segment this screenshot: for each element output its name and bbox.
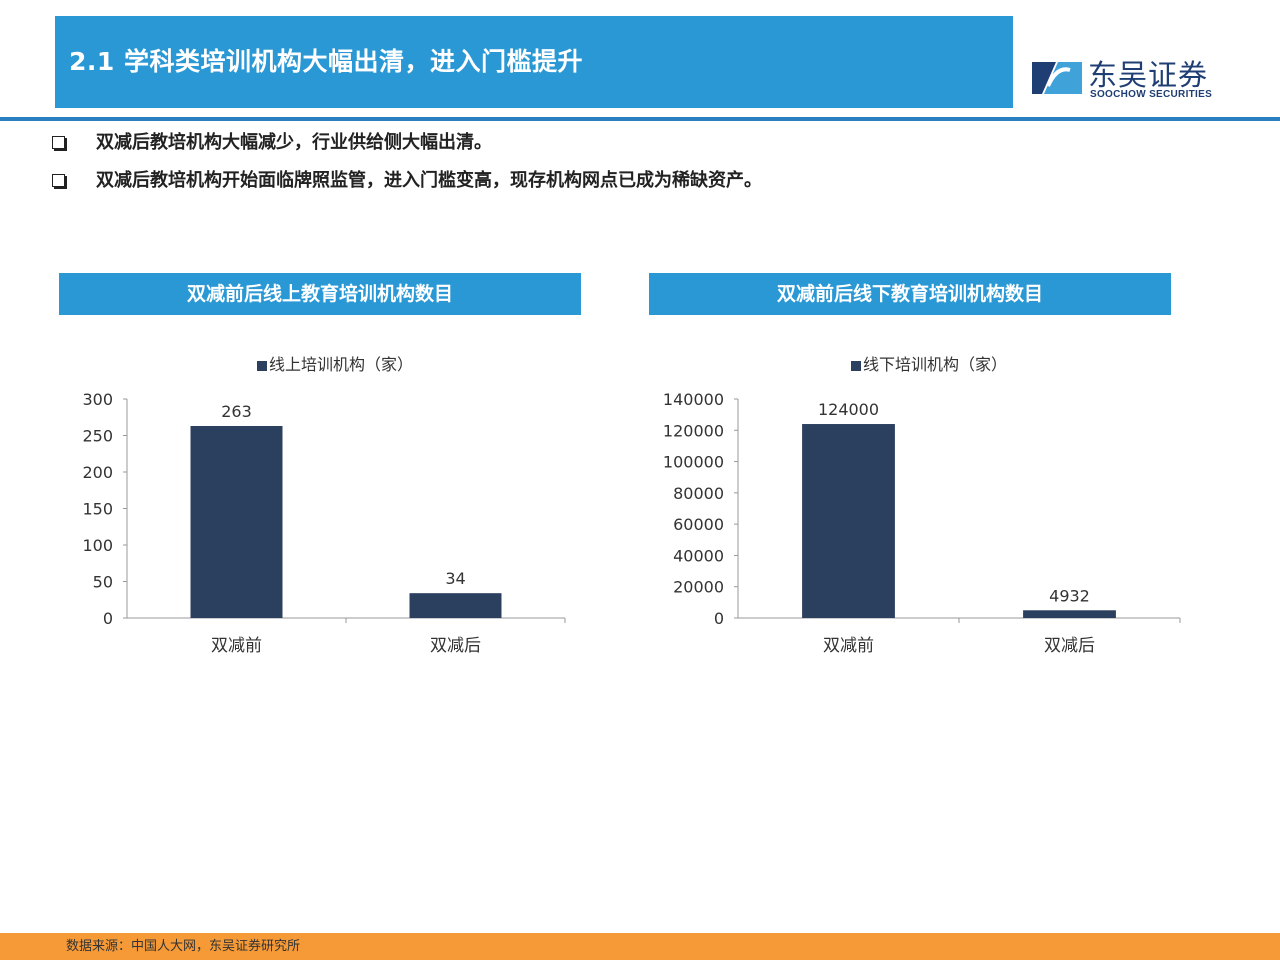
source-note: 数据来源：中国人大网，东吴证券研究所 — [66, 939, 301, 954]
category-label: 双减前 — [823, 636, 874, 656]
page-title: 2.1 学科类培训机构大幅出清，进入门槛提升 — [69, 47, 583, 76]
y-tick-label: 80000 — [673, 484, 724, 503]
legend-label: 线上培训机构（家） — [269, 355, 413, 374]
y-tick-label: 150 — [82, 500, 113, 519]
legend-label: 线下培训机构（家） — [863, 355, 1007, 374]
category-label: 双减后 — [430, 636, 481, 656]
y-tick-label: 140000 — [663, 390, 724, 409]
bullet-text: 双减后教培机构开始面临牌照监管，进入门槛变高，现存机构网点已成为稀缺资产。 — [96, 170, 762, 191]
y-tick-label: 200 — [82, 463, 113, 482]
y-tick-label: 20000 — [673, 578, 724, 597]
bullet-text: 双减后教培机构大幅减少，行业供给侧大幅出清。 — [96, 132, 492, 153]
bar-1 — [409, 593, 502, 618]
y-tick-label: 100 — [82, 536, 113, 555]
bar-0 — [802, 424, 895, 618]
bar-0 — [190, 426, 283, 618]
online-institutions-chart: 线上培训机构（家） 0 50 100 150 200 250 300 263 双减前 34 双减后 — [82, 355, 566, 656]
y-tick-label: 120000 — [663, 421, 724, 440]
y-tick-label: 40000 — [673, 546, 724, 565]
title-bar: 2.1 学科类培训机构大幅出清，进入门槛提升 — [55, 16, 1013, 108]
y-tick-label: 0 — [103, 609, 113, 628]
offline-institutions-chart: 线下培训机构（家） 0 20000 40000 60000 80000 100000 1200… — [663, 355, 1181, 656]
soochow-logo-icon — [1032, 62, 1082, 94]
checkbox-bullet-icon — [52, 136, 65, 149]
left-panel-header: 双减前后线上教育培训机构数目 — [59, 273, 581, 315]
logo-chinese-name: 东吴证券 — [1088, 58, 1209, 92]
category-label: 双减后 — [1044, 636, 1095, 656]
footer-bar: 数据来源：中国人大网，东吴证券研究所 — [0, 933, 1280, 960]
right-panel-header: 双减前后线下教育培训机构数目 — [649, 273, 1171, 315]
y-tick-label: 60000 — [673, 515, 724, 534]
y-tick-label: 250 — [82, 427, 113, 446]
data-label: 263 — [221, 402, 252, 421]
legend-swatch — [851, 361, 861, 371]
data-label: 4932 — [1049, 586, 1090, 605]
company-logo: 东吴证券 SOOCHOW SECURITIES — [1030, 52, 1230, 104]
y-tick-label: 50 — [93, 573, 113, 592]
logo-english-name: SOOCHOW SECURITIES — [1090, 89, 1213, 100]
y-tick-label: 0 — [714, 609, 724, 628]
y-tick-label: 100000 — [663, 453, 724, 472]
header-divider — [0, 117, 1280, 121]
legend-swatch — [257, 361, 267, 371]
category-label: 双减前 — [211, 636, 262, 656]
data-label: 34 — [445, 569, 465, 588]
bar-1 — [1023, 610, 1116, 618]
y-tick-label: 300 — [82, 390, 113, 409]
checkbox-bullet-icon — [52, 174, 65, 187]
data-label: 124000 — [818, 400, 879, 419]
